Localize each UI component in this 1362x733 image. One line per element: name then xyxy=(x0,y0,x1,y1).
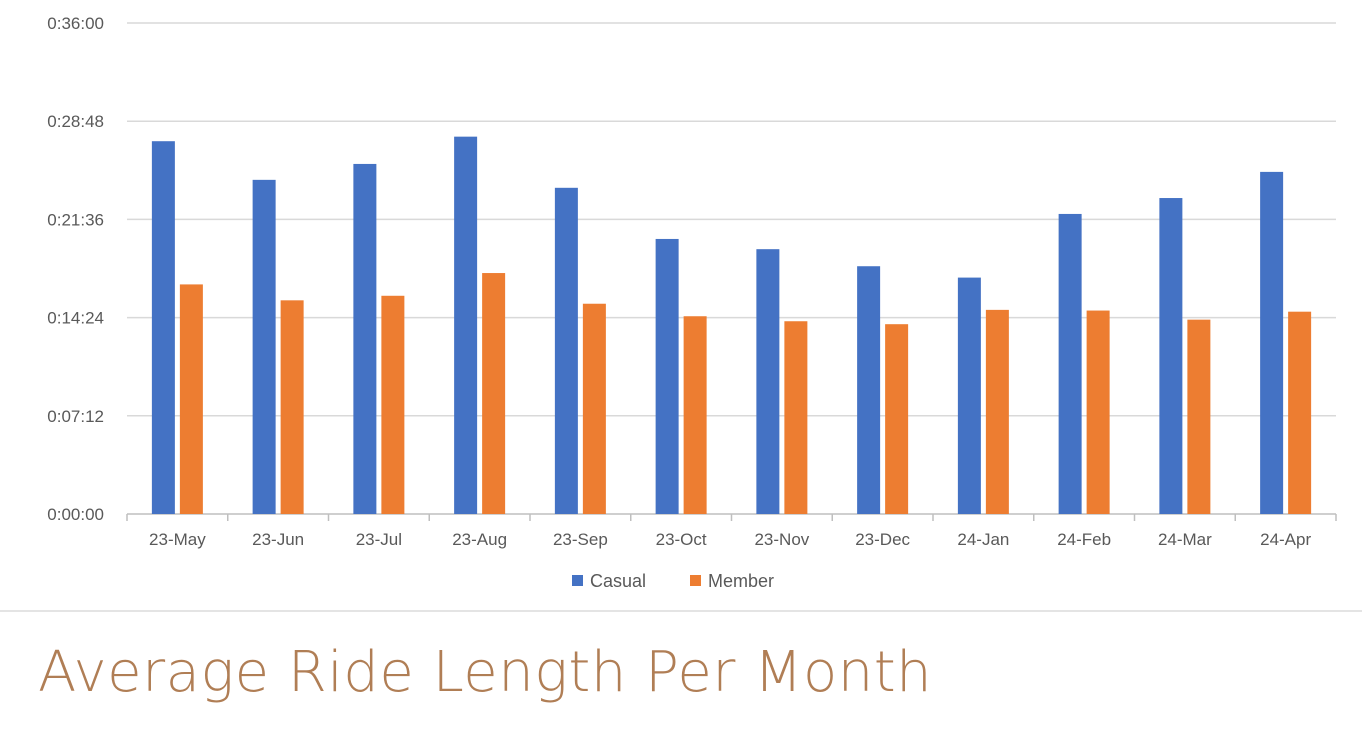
x-tick-label: 23-Sep xyxy=(553,530,608,549)
x-tick-label: 24-Mar xyxy=(1158,530,1212,549)
x-tick-label: 23-Jun xyxy=(252,530,304,549)
bar-member-23-aug xyxy=(482,273,506,514)
bar-casual-24-feb xyxy=(1058,213,1082,514)
bar-casual-23-sep xyxy=(554,187,578,515)
x-tick-label: 24-Apr xyxy=(1260,530,1311,549)
bar-casual-23-jun xyxy=(252,179,276,514)
bar-member-23-sep xyxy=(582,303,606,514)
bar-member-24-mar xyxy=(1187,319,1211,514)
y-tick-label: 0:14:24 xyxy=(47,309,104,328)
bar-member-23-may xyxy=(179,284,203,514)
x-tick-label: 23-Nov xyxy=(754,530,809,549)
x-tick-label: 23-May xyxy=(149,530,206,549)
bar-member-23-jun xyxy=(280,300,304,514)
y-tick-label: 0:21:36 xyxy=(47,210,104,229)
bar-member-23-nov xyxy=(784,321,808,514)
ride-length-bar-chart: 0:00:00 0:07:12 0:14:24 0:21:36 0:28:48 0:36:… xyxy=(47,14,1337,591)
chart-caption: Average Ride Length Per Month xyxy=(38,640,933,705)
legend-swatch-member xyxy=(690,575,701,586)
legend-label-member: Member xyxy=(708,571,774,591)
bar-casual-23-nov xyxy=(756,249,780,515)
bar-member-23-jul xyxy=(381,295,405,514)
x-tick-label: 23-Dec xyxy=(855,530,910,549)
x-tick-label: 24-Jan xyxy=(957,530,1009,549)
x-tick-label: 23-Aug xyxy=(452,530,507,549)
bar-member-23-oct xyxy=(683,316,707,514)
y-tick-label: 0:36:00 xyxy=(47,14,104,33)
legend-swatch-casual xyxy=(572,575,583,586)
bar-casual-23-may xyxy=(151,141,175,514)
bar-casual-24-apr xyxy=(1260,171,1284,514)
y-tick-label: 0:07:12 xyxy=(47,407,104,426)
x-tick-label: 24-Feb xyxy=(1057,530,1111,549)
x-tick-label: 23-Oct xyxy=(656,530,707,549)
bar-casual-24-mar xyxy=(1159,198,1183,514)
bar-member-23-dec xyxy=(885,324,909,514)
bar-casual-23-aug xyxy=(454,136,478,514)
x-tick-label: 23-Jul xyxy=(356,530,402,549)
y-tick-label: 0:00:00 xyxy=(47,505,104,524)
bar-casual-24-jan xyxy=(957,277,981,514)
legend-label-casual: Casual xyxy=(590,571,646,591)
bar-casual-23-oct xyxy=(655,238,679,514)
bar-casual-23-dec xyxy=(857,266,881,514)
y-tick-label: 0:28:48 xyxy=(47,112,104,131)
section-divider xyxy=(0,610,1362,612)
bar-casual-23-jul xyxy=(353,163,377,514)
bar-member-24-jan xyxy=(985,309,1009,514)
bar-member-24-apr xyxy=(1288,311,1312,514)
bar-member-24-feb xyxy=(1086,310,1110,514)
